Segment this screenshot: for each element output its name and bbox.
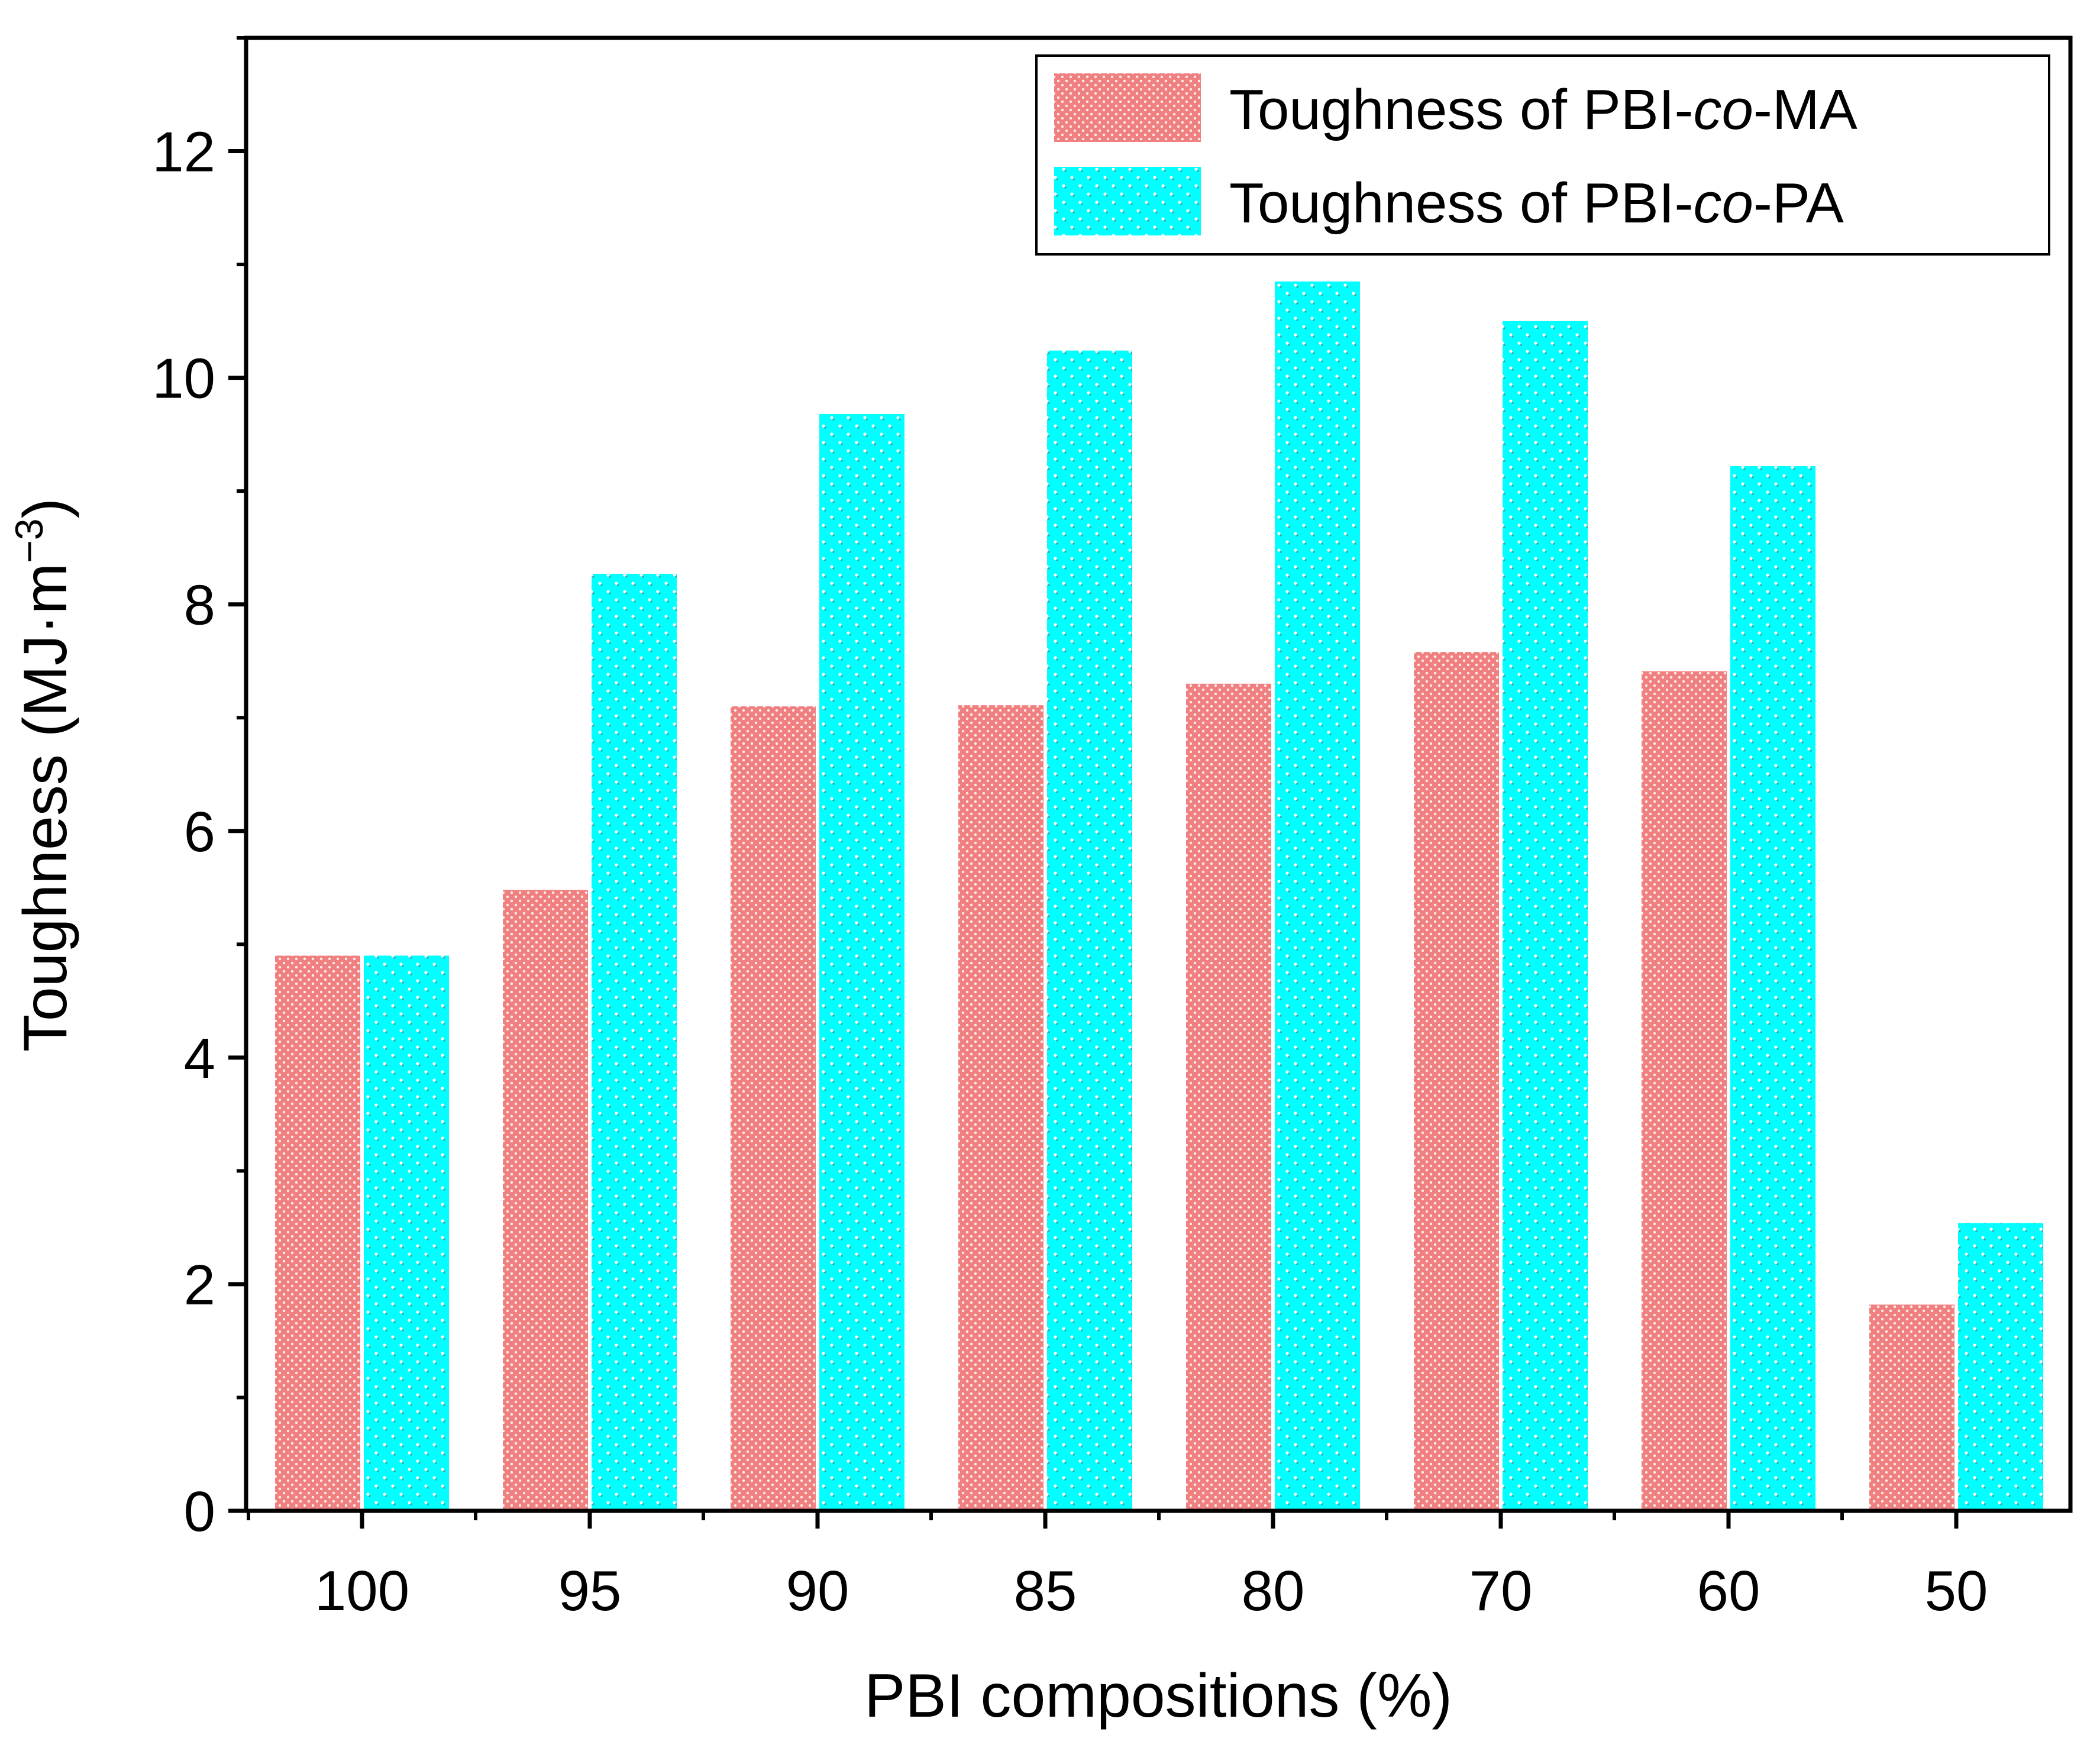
y-tick-label-0: 0 — [184, 1480, 215, 1543]
x-axis-title: PBI compositions (%) — [864, 1662, 1452, 1730]
x-tick-label-95: 95 — [558, 1559, 622, 1623]
y-axis-title: Toughness (MJ·m−3) — [7, 498, 80, 1052]
legend-label-pa: Toughness of PBI-co-PA — [1229, 172, 1844, 235]
y-tick-label-2: 2 — [184, 1253, 215, 1317]
y-tick-label-8: 8 — [184, 574, 215, 637]
legend: Toughness of PBI-co-MA Toughness of PBI-… — [1035, 54, 2050, 256]
bar-ma-90 — [731, 706, 816, 1511]
legend-label-ma-post: -MA — [1753, 78, 1857, 141]
bar-ma-50 — [1869, 1304, 1954, 1511]
x-tick-label-60: 60 — [1697, 1559, 1760, 1623]
bar-pa-100 — [364, 955, 449, 1511]
x-tick-label-85: 85 — [1014, 1559, 1077, 1623]
y-tick-label-12: 12 — [152, 121, 215, 184]
legend-label-pa-ital: co — [1693, 172, 1753, 235]
x-tick-label-90: 90 — [786, 1559, 849, 1623]
bar-pa-60 — [1730, 466, 1815, 1511]
bar-ma-85 — [958, 705, 1044, 1511]
x-tick-label-50: 50 — [1925, 1559, 1988, 1623]
bar-ma-95 — [503, 890, 588, 1511]
bar-pa-80 — [1275, 281, 1360, 1511]
legend-label-ma-ital: co — [1693, 78, 1753, 141]
bar-pa-50 — [1958, 1223, 2043, 1511]
bar-ma-80 — [1186, 683, 1271, 1511]
y-tick-label-10: 10 — [152, 347, 215, 411]
x-tick-label-100: 100 — [315, 1559, 409, 1623]
legend-swatch-pa — [1054, 167, 1201, 235]
bar-pa-70 — [1503, 321, 1588, 1511]
legend-label-pa-pre: Toughness of PBI- — [1229, 172, 1693, 235]
bar-ma-70 — [1414, 652, 1499, 1511]
legend-label-ma-pre: Toughness of PBI- — [1229, 78, 1693, 141]
bar-pa-85 — [1047, 350, 1132, 1511]
axes-layer: 100 95 90 85 80 70 60 50 0 2 4 6 8 10 12 — [152, 36, 1988, 1623]
legend-label-pa-post: -PA — [1753, 172, 1844, 235]
y-axis-title-sup: −3 — [7, 518, 51, 563]
bar-ma-60 — [1642, 671, 1727, 1511]
bars-layer — [275, 281, 2043, 1511]
x-tick-label-80: 80 — [1242, 1559, 1305, 1623]
bar-ma-100 — [275, 955, 360, 1511]
legend-box — [1035, 54, 2050, 256]
legend-label-ma: Toughness of PBI-co-MA — [1229, 78, 1857, 141]
legend-swatch-ma — [1054, 73, 1201, 142]
y-tick-label-4: 4 — [184, 1027, 215, 1090]
y-axis-title-close: ) — [11, 498, 80, 519]
bar-pa-90 — [819, 413, 904, 1511]
bar-pa-95 — [592, 573, 677, 1511]
x-tick-label-70: 70 — [1469, 1559, 1533, 1623]
y-tick-label-6: 6 — [184, 800, 215, 864]
y-axis-title-main: Toughness (MJ·m — [11, 563, 80, 1052]
